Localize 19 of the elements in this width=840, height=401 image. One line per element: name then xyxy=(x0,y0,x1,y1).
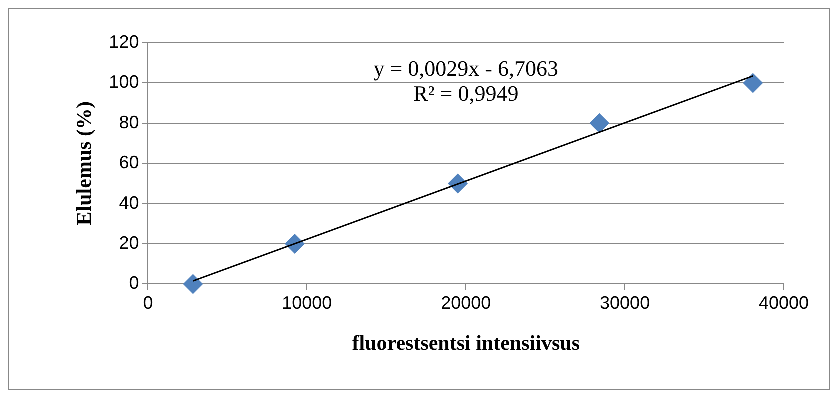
y-tick-label: 0 xyxy=(129,273,140,294)
annotation: y = 0,0029x - 6,7063 xyxy=(374,56,558,81)
point xyxy=(743,73,764,94)
x-tick-label: 40000 xyxy=(758,292,810,313)
x-tick-label: 10000 xyxy=(282,292,332,313)
x-tick-label: 20000 xyxy=(441,292,492,313)
annotation: R² = 0,9949 xyxy=(414,80,519,106)
y-tick-label: 60 xyxy=(119,152,140,173)
x-tick-label: 0 xyxy=(143,292,154,313)
point xyxy=(183,274,204,294)
y-tick-label: 40 xyxy=(119,192,140,213)
x-tick-label: 30000 xyxy=(600,292,650,313)
x-axis-title: fluorestsentsi intensiivsus xyxy=(352,330,580,355)
point xyxy=(590,113,610,134)
y-tick-label: 120 xyxy=(109,32,140,52)
y-tick-label: 20 xyxy=(119,232,140,253)
y-axis-title: Elulemus (%) xyxy=(72,101,96,226)
y-tick-label: 100 xyxy=(109,72,140,92)
y-tick-label: 80 xyxy=(119,112,140,132)
